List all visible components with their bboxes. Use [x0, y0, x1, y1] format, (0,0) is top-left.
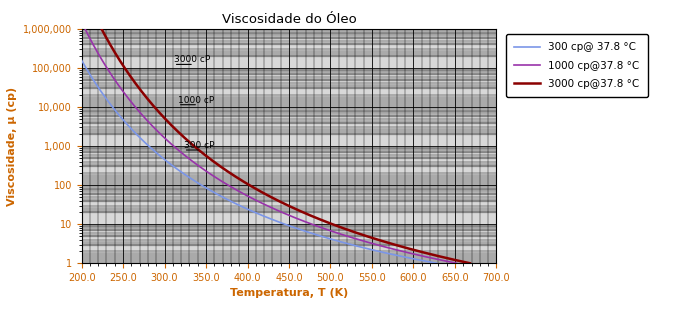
- Bar: [82, 187, 496, 189]
- Bar: [82, 251, 496, 263]
- Bar: [82, 5, 496, 10]
- Bar: [82, 29, 496, 31]
- Bar: [82, 44, 496, 49]
- 3000 cp@37.8 °C: [316, 218, 324, 221]
- Bar: [82, 233, 496, 236]
- Bar: [82, 158, 496, 161]
- Bar: [82, 33, 496, 35]
- Bar: [82, 245, 496, 251]
- 1000 cp@37.8 °C: [80, 24, 88, 28]
- 3000 cp@37.8 °C: [96, 24, 104, 28]
- Bar: [82, 74, 496, 77]
- Bar: [82, 49, 496, 56]
- Bar: [82, 123, 496, 127]
- 3000 cp@37.8 °C: [260, 192, 269, 195]
- Bar: [82, 161, 496, 167]
- Text: 1000 cP: 1000 cP: [178, 96, 214, 105]
- Bar: [82, 0, 496, 2]
- 3000 cp@37.8 °C: [358, 233, 367, 237]
- Bar: [82, 80, 496, 83]
- Title: Viscosidade do Óleo: Viscosidade do Óleo: [222, 13, 356, 26]
- 3000 cp@37.8 °C: [186, 141, 194, 145]
- Bar: [82, 236, 496, 240]
- Bar: [82, 228, 496, 230]
- Line: 3000 cp@37.8 °C: 3000 cp@37.8 °C: [100, 26, 470, 263]
- Bar: [82, 148, 496, 150]
- Bar: [82, 167, 496, 173]
- Bar: [82, 77, 496, 80]
- Bar: [82, 17, 496, 29]
- Bar: [82, 38, 496, 41]
- Bar: [82, 197, 496, 201]
- 300 cp@ 37.8 °C: [135, 135, 143, 139]
- Text: 300 cP: 300 cP: [184, 141, 214, 150]
- 300 cp@ 37.8 °C: [432, 261, 441, 265]
- Bar: [82, 109, 496, 111]
- Bar: [82, 205, 496, 213]
- Bar: [82, 113, 496, 116]
- Bar: [82, 134, 496, 146]
- Bar: [82, 41, 496, 44]
- Line: 300 cp@ 37.8 °C: 300 cp@ 37.8 °C: [82, 60, 437, 263]
- 300 cp@ 37.8 °C: [152, 150, 160, 154]
- 1000 cp@37.8 °C: [86, 36, 94, 39]
- 300 cp@ 37.8 °C: [298, 228, 306, 232]
- Bar: [82, 230, 496, 233]
- Bar: [82, 224, 496, 226]
- Bar: [82, 10, 496, 17]
- 3000 cp@37.8 °C: [303, 212, 311, 216]
- 300 cp@ 37.8 °C: [290, 226, 299, 230]
- 300 cp@ 37.8 °C: [78, 58, 86, 62]
- Bar: [82, 201, 496, 205]
- Bar: [82, 83, 496, 88]
- 1000 cp@37.8 °C: [284, 213, 292, 217]
- Bar: [82, 88, 496, 95]
- 1000 cp@37.8 °C: [360, 239, 369, 243]
- Text: 3000 cP: 3000 cP: [173, 55, 210, 64]
- Bar: [82, 72, 496, 74]
- Bar: [82, 185, 496, 187]
- X-axis label: Temperatura, T (K): Temperatura, T (K): [230, 289, 348, 299]
- Bar: [82, 95, 496, 107]
- Bar: [82, 213, 496, 224]
- Bar: [82, 70, 496, 72]
- 1000 cp@37.8 °C: [409, 252, 418, 256]
- Bar: [82, 226, 496, 228]
- Line: 1000 cp@37.8 °C: 1000 cp@37.8 °C: [84, 26, 456, 263]
- 300 cp@ 37.8 °C: [288, 225, 296, 229]
- Bar: [82, 2, 496, 5]
- Bar: [82, 127, 496, 134]
- Bar: [82, 146, 496, 148]
- Bar: [82, 119, 496, 123]
- 1000 cp@37.8 °C: [452, 261, 460, 265]
- Bar: [82, 189, 496, 191]
- Bar: [82, 194, 496, 197]
- 3000 cp@37.8 °C: [131, 82, 139, 85]
- Bar: [82, 31, 496, 33]
- Bar: [82, 155, 496, 158]
- Legend: 300 cp@ 37.8 °C, 1000 cp@37.8 °C, 3000 cp@37.8 °C: 300 cp@ 37.8 °C, 1000 cp@37.8 °C, 3000 c…: [506, 34, 648, 98]
- Bar: [82, 68, 496, 70]
- Bar: [82, 35, 496, 38]
- 3000 cp@37.8 °C: [466, 261, 474, 265]
- 300 cp@ 37.8 °C: [389, 253, 397, 256]
- Bar: [82, 150, 496, 152]
- Bar: [82, 56, 496, 68]
- Bar: [82, 107, 496, 109]
- Y-axis label: Viscosidade, μ (cp): Viscosidade, μ (cp): [7, 86, 17, 206]
- Bar: [82, 191, 496, 194]
- 1000 cp@37.8 °C: [405, 251, 413, 255]
- 1000 cp@37.8 °C: [337, 232, 345, 236]
- Bar: [82, 152, 496, 155]
- Bar: [82, 240, 496, 245]
- Bar: [82, 173, 496, 185]
- Bar: [82, 116, 496, 119]
- Bar: [82, 111, 496, 113]
